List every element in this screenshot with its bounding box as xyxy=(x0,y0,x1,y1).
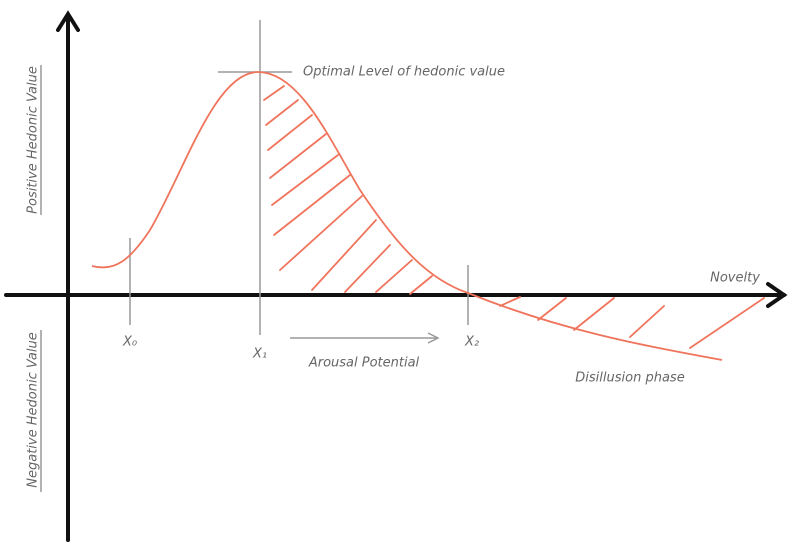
negative-label: Negative Hedonic Value xyxy=(26,332,41,487)
arousal-label: Arousal Potential xyxy=(308,356,420,371)
disillusion-label: Disillusion phase xyxy=(575,371,684,386)
hedonic-curve xyxy=(91,71,723,361)
y-axis-arrow xyxy=(56,10,80,32)
x2-label: X₂ xyxy=(464,335,479,350)
hatching xyxy=(263,85,765,349)
arousal-arrow-head xyxy=(427,332,440,344)
x-axis-label: Novelty xyxy=(710,271,760,286)
x1-label: X₁ xyxy=(252,347,267,362)
positive-label: Positive Hedonic Value xyxy=(26,66,41,214)
optimal-label: Optimal Level of hedonic value xyxy=(303,65,505,80)
x0-label: X₀ xyxy=(122,335,138,350)
x-axis-arrow xyxy=(766,282,788,308)
